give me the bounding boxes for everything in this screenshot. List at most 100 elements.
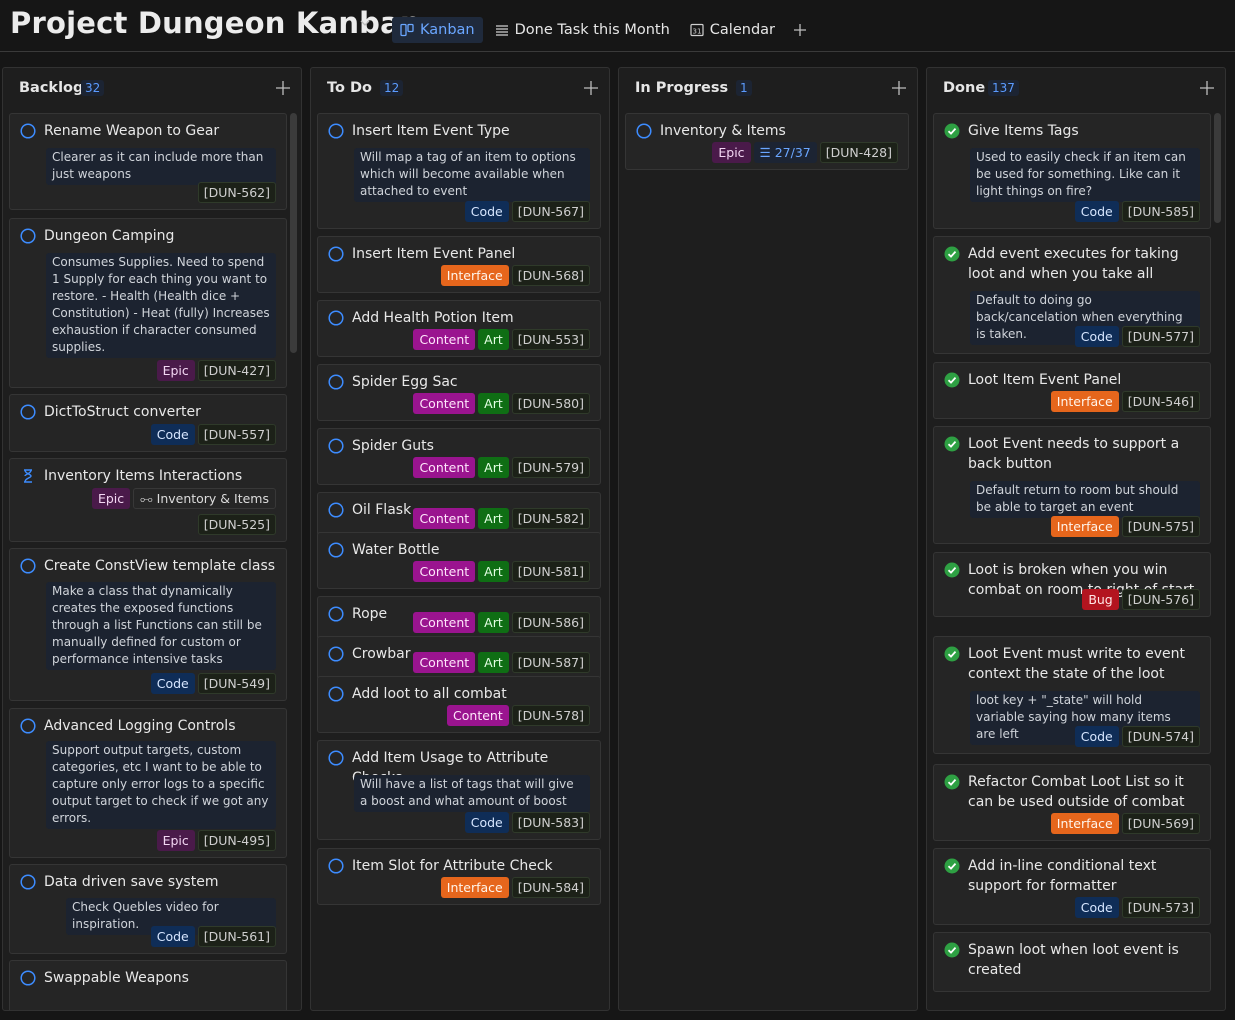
task-card[interactable]: Create ConstView template class Make a cl… — [9, 548, 287, 701]
task-card[interactable]: Swappable Weapons — [9, 960, 287, 1010]
task-card[interactable]: Oil Flask Content Art [DUN-582] — [317, 492, 601, 536]
open-status-icon[interactable] — [328, 686, 344, 702]
card-tags: Epic [DUN-427] — [156, 360, 276, 381]
card-title: Oil Flask — [352, 502, 412, 518]
task-card[interactable]: Add Item Usage to Attribute ChecksWill h… — [317, 740, 601, 840]
open-status-icon[interactable] — [328, 606, 344, 622]
add-card-icon[interactable] — [891, 80, 907, 96]
open-status-icon[interactable] — [328, 542, 344, 558]
task-card[interactable]: DictToStruct converter Code [DUN-557] — [9, 394, 287, 452]
open-status-icon[interactable] — [328, 858, 344, 874]
column-scrollbar[interactable] — [1214, 113, 1221, 223]
task-id: [DUN-495] — [197, 830, 276, 851]
task-card[interactable]: Loot Event must write to event context t… — [933, 636, 1211, 754]
task-card[interactable]: Spawn loot when loot event is created — [933, 932, 1211, 992]
column-count-badge: 1 — [736, 80, 752, 96]
open-status-icon[interactable] — [20, 404, 36, 420]
open-status-icon[interactable] — [636, 123, 652, 139]
column-header: Backlog 32 — [3, 68, 301, 110]
open-status-icon[interactable] — [20, 874, 36, 890]
open-status-icon[interactable] — [328, 246, 344, 262]
card-title: Spider Egg Sac — [352, 374, 458, 390]
calendar-icon: 31 — [690, 23, 704, 37]
card-title: Dungeon Camping — [44, 228, 175, 244]
add-view-button[interactable] — [787, 17, 813, 43]
open-status-icon[interactable] — [328, 502, 344, 518]
done-check-icon[interactable] — [944, 942, 960, 958]
done-check-icon[interactable] — [944, 436, 960, 452]
hourglass-icon[interactable] — [20, 468, 36, 484]
label-chip-interface: Interface — [1050, 516, 1119, 537]
done-check-icon[interactable] — [944, 858, 960, 874]
card-tags: Code [DUN-567] — [464, 201, 590, 222]
task-card[interactable]: Spider Guts Content Art [DUN-579] — [317, 428, 601, 485]
task-card[interactable]: Add in-line conditional text support for… — [933, 848, 1211, 925]
card-tags: Code [DUN-577] — [1074, 326, 1200, 347]
task-card[interactable]: Water Bottle Content Art [DUN-581] — [317, 532, 601, 589]
task-card[interactable]: Add event executes for taking loot and w… — [933, 236, 1211, 354]
open-status-icon[interactable] — [328, 374, 344, 390]
open-status-icon[interactable] — [20, 718, 36, 734]
open-status-icon[interactable] — [20, 228, 36, 244]
task-card[interactable]: Dungeon Camping Consumes Supplies. Need t… — [9, 218, 287, 388]
task-card[interactable]: Insert Item Event Panel Interface [DUN-568… — [317, 236, 601, 293]
task-card[interactable]: Refactor Combat Loot List so it can be u… — [933, 764, 1211, 841]
task-id: [DUN-587] — [511, 652, 590, 673]
card-description: Clearer as it can include more than just… — [46, 148, 276, 185]
task-card[interactable]: Insert Item Event Type Will map a tag of … — [317, 113, 601, 229]
card-title: Add loot to all combat — [352, 686, 507, 702]
card-tags: Code [DUN-574] — [1074, 726, 1200, 747]
task-card[interactable]: Crowbar Content Art [DUN-587] — [317, 636, 601, 680]
done-check-icon[interactable] — [944, 372, 960, 388]
task-card[interactable]: Inventory Items Interactions [DUN-525] Epi… — [9, 458, 287, 542]
task-id: [DUN-585] — [1121, 201, 1200, 222]
label-chip-code: Code — [150, 673, 195, 694]
open-status-icon[interactable] — [328, 750, 344, 766]
done-check-icon[interactable] — [944, 246, 960, 262]
open-status-icon[interactable] — [20, 558, 36, 574]
add-card-icon[interactable] — [583, 80, 599, 96]
task-id: [DUN-577] — [1121, 326, 1200, 347]
card-tags: Interface [DUN-569] — [1050, 813, 1200, 834]
card-tags: Content Art [DUN-581] — [413, 561, 590, 582]
task-card[interactable]: Loot Event needs to support a back butto… — [933, 426, 1211, 544]
done-check-icon[interactable] — [944, 562, 960, 578]
card-tags: Content [DUN-578] — [447, 705, 590, 726]
done-check-icon[interactable] — [944, 646, 960, 662]
open-status-icon[interactable] — [328, 646, 344, 662]
task-card[interactable]: Spider Egg Sac Content Art [DUN-580] — [317, 364, 601, 421]
open-status-icon[interactable] — [328, 123, 344, 139]
task-card[interactable]: Inventory & Items Epic ☰ 27/37 [DUN-428] — [625, 113, 909, 170]
open-status-icon[interactable] — [328, 310, 344, 326]
task-card[interactable]: Give Items Tags Used to easily check if a… — [933, 113, 1211, 229]
task-card[interactable]: Add loot to all combat Content [DUN-578] — [317, 676, 601, 733]
task-card[interactable]: Item Slot for Attribute Check Interface [D… — [317, 848, 601, 905]
task-card[interactable]: Loot Item Event Panel Interface [DUN-546] — [933, 362, 1211, 419]
add-card-icon[interactable] — [1199, 80, 1215, 96]
task-card[interactable]: Loot is broken when you win combat on ro… — [933, 552, 1211, 617]
open-status-icon[interactable] — [328, 438, 344, 454]
task-card[interactable]: Add Health Potion Item Content Art [DUN-553… — [317, 300, 601, 357]
add-card-icon[interactable] — [275, 80, 291, 96]
open-status-icon[interactable] — [20, 970, 36, 986]
task-card[interactable]: Advanced Logging Controls Support output … — [9, 708, 287, 858]
card-description: Default return to room but should be abl… — [970, 481, 1200, 518]
chevron-down-icon[interactable] — [360, 18, 370, 28]
card-title: Rope — [352, 606, 388, 622]
card-title: Item Slot for Attribute Check — [352, 858, 553, 874]
tab-done-this-month[interactable]: Done Task this Month — [487, 17, 678, 43]
tab-kanban[interactable]: Kanban — [392, 17, 483, 43]
tab-calendar[interactable]: 31 Calendar — [682, 17, 783, 43]
column-scrollbar[interactable] — [290, 113, 297, 353]
task-card[interactable]: Data driven save system Check Quebles vid… — [9, 864, 287, 954]
done-check-icon[interactable] — [944, 123, 960, 139]
task-card[interactable]: Rope Content Art [DUN-586] — [317, 596, 601, 640]
task-card[interactable]: Rename Weapon to Gear Clearer as it can i… — [9, 113, 287, 210]
parent-link-chip[interactable]: ⧟ Inventory & Items — [133, 488, 276, 509]
card-tags: Interface [DUN-584] — [440, 877, 590, 898]
done-check-icon[interactable] — [944, 774, 960, 790]
card-title: Data driven save system — [44, 874, 219, 890]
open-status-icon[interactable] — [20, 123, 36, 139]
view-tabs: Kanban Done Task this Month 31 Calendar — [392, 17, 813, 43]
subtask-progress-chip[interactable]: ☰ 27/37 — [753, 142, 817, 163]
